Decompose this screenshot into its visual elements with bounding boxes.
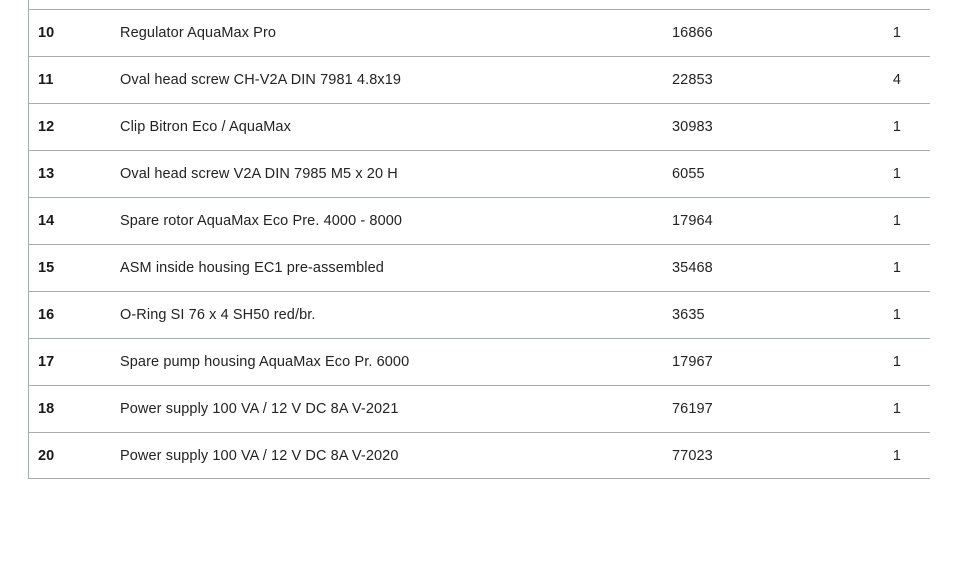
table-row: 16 O-Ring SI 76 x 4 SH50 red/br. 3635 1 xyxy=(29,291,930,338)
row-description: Clip Bitron Eco / AquaMax xyxy=(120,119,291,135)
row-part-number: 6055 xyxy=(672,166,705,182)
row-quantity: 1 xyxy=(892,25,901,41)
row-part-number: 16866 xyxy=(672,25,713,41)
table-row: 20 Power supply 100 VA / 12 V DC 8A V-20… xyxy=(29,432,930,479)
row-part-number: 22853 xyxy=(672,72,713,88)
table-row: 11 Oval head screw CH-V2A DIN 7981 4.8x1… xyxy=(29,56,930,103)
table-row: 10 Regulator AquaMax Pro 16866 1 xyxy=(29,9,930,56)
row-description: ASM inside housing EC1 pre-assembled xyxy=(120,260,384,276)
row-part-number: 17964 xyxy=(672,213,713,229)
row-description: Spare pump housing AquaMax Eco Pr. 6000 xyxy=(120,354,410,370)
row-quantity: 1 xyxy=(892,166,901,182)
row-description: Power supply 100 VA / 12 V DC 8A V-2020 xyxy=(120,447,399,464)
row-description: Power supply 100 VA / 12 V DC 8A V-2021 xyxy=(120,401,399,417)
row-description: Oval head screw CH-V2A DIN 7981 4.8x19 xyxy=(120,72,402,88)
row-part-number: 30983 xyxy=(672,119,713,135)
row-position: 16 xyxy=(38,307,55,323)
row-position: 12 xyxy=(38,119,55,135)
table-row: 17 Spare pump housing AquaMax Eco Pr. 60… xyxy=(29,338,930,385)
row-description: Regulator AquaMax Pro xyxy=(120,25,277,41)
row-position: 17 xyxy=(38,354,55,370)
table-row: 15 ASM inside housing EC1 pre-assembled … xyxy=(29,244,930,291)
row-position: 15 xyxy=(38,260,55,276)
table-row: 12 Clip Bitron Eco / AquaMax 30983 1 xyxy=(29,103,930,150)
row-position: 13 xyxy=(38,166,55,182)
row-position: 20 xyxy=(38,447,55,464)
row-description: Spare rotor AquaMax Eco Pre. 4000 - 8000 xyxy=(120,213,403,229)
table-row: 14 Spare rotor AquaMax Eco Pre. 4000 - 8… xyxy=(29,197,930,244)
row-description: Oval head screw V2A DIN 7985 M5 x 20 H xyxy=(120,166,398,182)
row-quantity: 1 xyxy=(892,307,901,323)
row-quantity: 1 xyxy=(892,119,901,135)
row-quantity: 1 xyxy=(892,354,901,370)
row-quantity: 1 xyxy=(892,213,901,229)
row-position: 14 xyxy=(38,213,55,229)
row-position: 11 xyxy=(38,72,54,88)
row-part-number: 17967 xyxy=(672,354,713,370)
row-part-number: 3635 xyxy=(672,307,705,323)
table-row: 18 Power supply 100 VA / 12 V DC 8A V-20… xyxy=(29,385,930,432)
row-quantity: 1 xyxy=(892,447,901,464)
row-description: O-Ring SI 76 x 4 SH50 red/br. xyxy=(120,307,316,323)
row-quantity: 4 xyxy=(892,72,901,88)
row-quantity: 1 xyxy=(892,260,901,276)
row-part-number: 77023 xyxy=(672,447,713,464)
row-position: 10 xyxy=(38,25,55,41)
row-part-number: 76197 xyxy=(672,401,713,417)
row-part-number: 35468 xyxy=(672,260,713,276)
row-quantity: 1 xyxy=(892,401,901,417)
parts-table: 10 Regulator AquaMax Pro 16866 1 11 Oval… xyxy=(28,0,930,479)
row-position: 18 xyxy=(38,401,55,417)
table-row: 13 Oval head screw V2A DIN 7985 M5 x 20 … xyxy=(29,150,930,197)
